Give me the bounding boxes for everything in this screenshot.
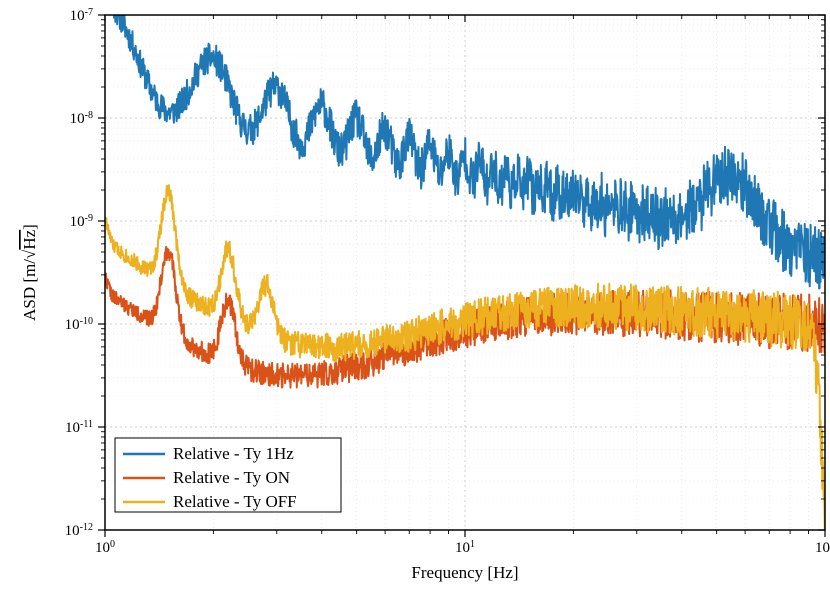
legend-label: Relative - Ty OFF [173, 492, 297, 511]
chart-svg: 10010110210-1210-1110-1010-910-810-7Freq… [0, 0, 830, 590]
legend-label: Relative - Ty ON [173, 468, 290, 487]
y-axis-label: ASD [m/√Hz] [20, 224, 39, 321]
chart-container: 10010110210-1210-1110-1010-910-810-7Freq… [0, 0, 830, 590]
x-axis-label: Frequency [Hz] [411, 563, 518, 582]
legend-label: Relative - Ty 1Hz [173, 444, 294, 463]
x-tick-label: 102 [815, 539, 830, 557]
legend: Relative - Ty 1Hz Relative - Ty ON Relativ… [115, 438, 341, 512]
